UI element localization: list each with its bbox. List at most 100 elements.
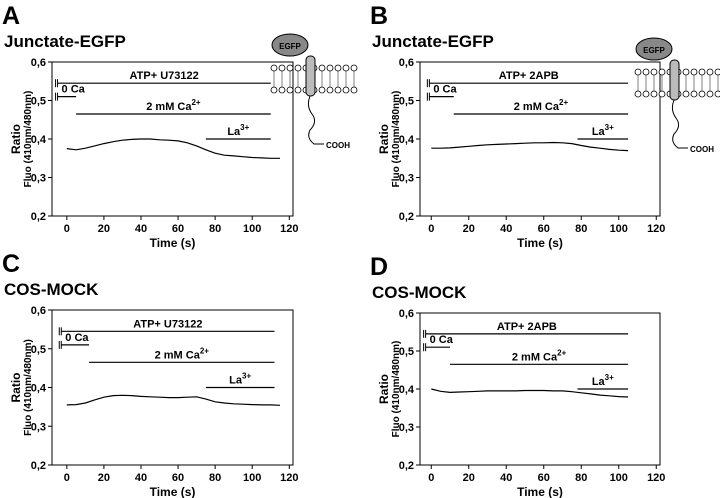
lipid-head: [634, 90, 642, 98]
x-tick-label: 120: [647, 472, 665, 484]
y-tick-label: 0,3: [31, 173, 46, 185]
x-tick-label: 100: [610, 223, 628, 235]
lipid-head: [278, 86, 286, 94]
y-axis-label: Fluo (410nm/480nm): [23, 91, 34, 188]
y-tick-label: 0,3: [31, 421, 46, 433]
x-tick-label: 60: [172, 223, 184, 235]
y-tick-label: 0,2: [399, 460, 414, 472]
annotation-text: La: [592, 376, 606, 388]
annotation-sup: 2+: [200, 346, 209, 355]
annotation-text: La: [229, 375, 243, 387]
annotation: La3+: [229, 372, 251, 387]
inset-label: EGFP: [643, 46, 665, 55]
annotation-text: ATP+ U73122: [133, 318, 202, 330]
inset-label: COOH: [326, 141, 350, 150]
annotation-text: La: [227, 126, 241, 138]
y-tick-label: 0,5: [399, 346, 414, 358]
annotation: ATP+ U73122: [130, 70, 199, 82]
trace: [66, 394, 281, 406]
annotation: 0 Ca: [65, 332, 89, 344]
annotation: La3+: [227, 123, 249, 138]
annotation: 2 mM Ca2+: [155, 346, 210, 361]
annotation-text: ATP+ 2APB: [499, 70, 559, 82]
lipid-head: [286, 64, 294, 72]
y-tick-label: 0,2: [31, 460, 46, 472]
lipid-head: [318, 64, 326, 72]
x-tick-label: 0: [64, 472, 70, 484]
lipid-head: [682, 68, 690, 76]
lipid-head: [690, 68, 698, 76]
helix: [305, 55, 316, 97]
tail: [671, 99, 688, 149]
y-axis-label: Fluo (410nm/480nm): [391, 341, 402, 438]
y-tick-label: 0,6: [31, 57, 46, 69]
lipid-head: [682, 90, 690, 98]
y-tick-label: 0,4: [399, 134, 415, 146]
annotation: ATP+ 2APB: [497, 321, 557, 333]
lipid-head: [294, 64, 302, 72]
y-tick-label: 0,5: [399, 96, 414, 108]
x-tick-label: 20: [463, 223, 475, 235]
lipid-head: [658, 90, 666, 98]
y-tick-label: 0,6: [399, 57, 414, 69]
x-tick-label: 120: [280, 472, 298, 484]
annotation-sup: 2+: [559, 98, 568, 107]
x-axis-label: Time (s): [150, 236, 196, 250]
egfp: [271, 33, 309, 57]
x-axis-label: Time (s): [517, 236, 563, 250]
x-tick-label: 60: [538, 472, 550, 484]
annotation-text: ATP+ U73122: [130, 70, 199, 82]
x-axis-label: Time (s): [150, 485, 196, 498]
lipid-head: [270, 64, 278, 72]
lipid-head: [650, 90, 658, 98]
annotation: La3+: [592, 373, 614, 388]
lipid-head: [714, 68, 720, 76]
annotation-text: 0 Ca: [62, 84, 86, 96]
y-axis-label: Fluo (410nm/480nm): [23, 339, 34, 436]
lipid-head: [650, 68, 658, 76]
x-tick-label: 80: [575, 472, 587, 484]
lipid-head: [334, 86, 342, 94]
lipid-head: [690, 90, 698, 98]
x-tick-label: 20: [98, 223, 110, 235]
x-tick-label: 120: [280, 223, 298, 235]
lipid-head: [294, 86, 302, 94]
egfp: [635, 37, 673, 61]
y-tick-label: 0,3: [399, 173, 414, 185]
lipid-head: [326, 86, 334, 94]
membrane-inset: EGFP COOH: [270, 33, 358, 150]
lipid-head: [658, 68, 666, 76]
annotation: 2 mM Ca2+: [146, 98, 201, 113]
annotation-text: 2 mM Ca: [514, 101, 560, 113]
lipid-head: [706, 68, 714, 76]
x-tick-label: 80: [575, 223, 587, 235]
lipid-head: [698, 68, 706, 76]
lipid-head: [350, 64, 358, 72]
annotation-text: ATP+ 2APB: [497, 321, 557, 333]
y-tick-label: 0,6: [399, 308, 414, 320]
y-axis-label: Ratio: [377, 374, 391, 404]
lipid-head: [286, 86, 294, 94]
annotation-sup: 2+: [557, 348, 566, 357]
y-tick-label: 0,4: [31, 134, 47, 146]
x-tick-label: 100: [243, 223, 261, 235]
trace: [66, 138, 280, 159]
x-tick-label: 40: [500, 223, 512, 235]
y-tick-label: 0,4: [31, 383, 47, 395]
lipid-head: [642, 68, 650, 76]
lipid-head: [642, 90, 650, 98]
x-tick-label: 60: [172, 472, 184, 484]
panel-letter: D: [370, 253, 388, 281]
lipid-head: [278, 64, 286, 72]
x-tick-label: 0: [64, 223, 70, 235]
lipid-head: [698, 90, 706, 98]
x-tick-label: 20: [463, 472, 475, 484]
x-tick-label: 0: [428, 472, 434, 484]
lipid-head: [326, 64, 334, 72]
annotation: ATP+ 2APB: [499, 70, 559, 82]
helix: [669, 59, 680, 101]
annotation-sup: 2+: [191, 98, 200, 107]
x-tick-label: 80: [209, 223, 221, 235]
annotation: 0 Ca: [430, 334, 454, 346]
